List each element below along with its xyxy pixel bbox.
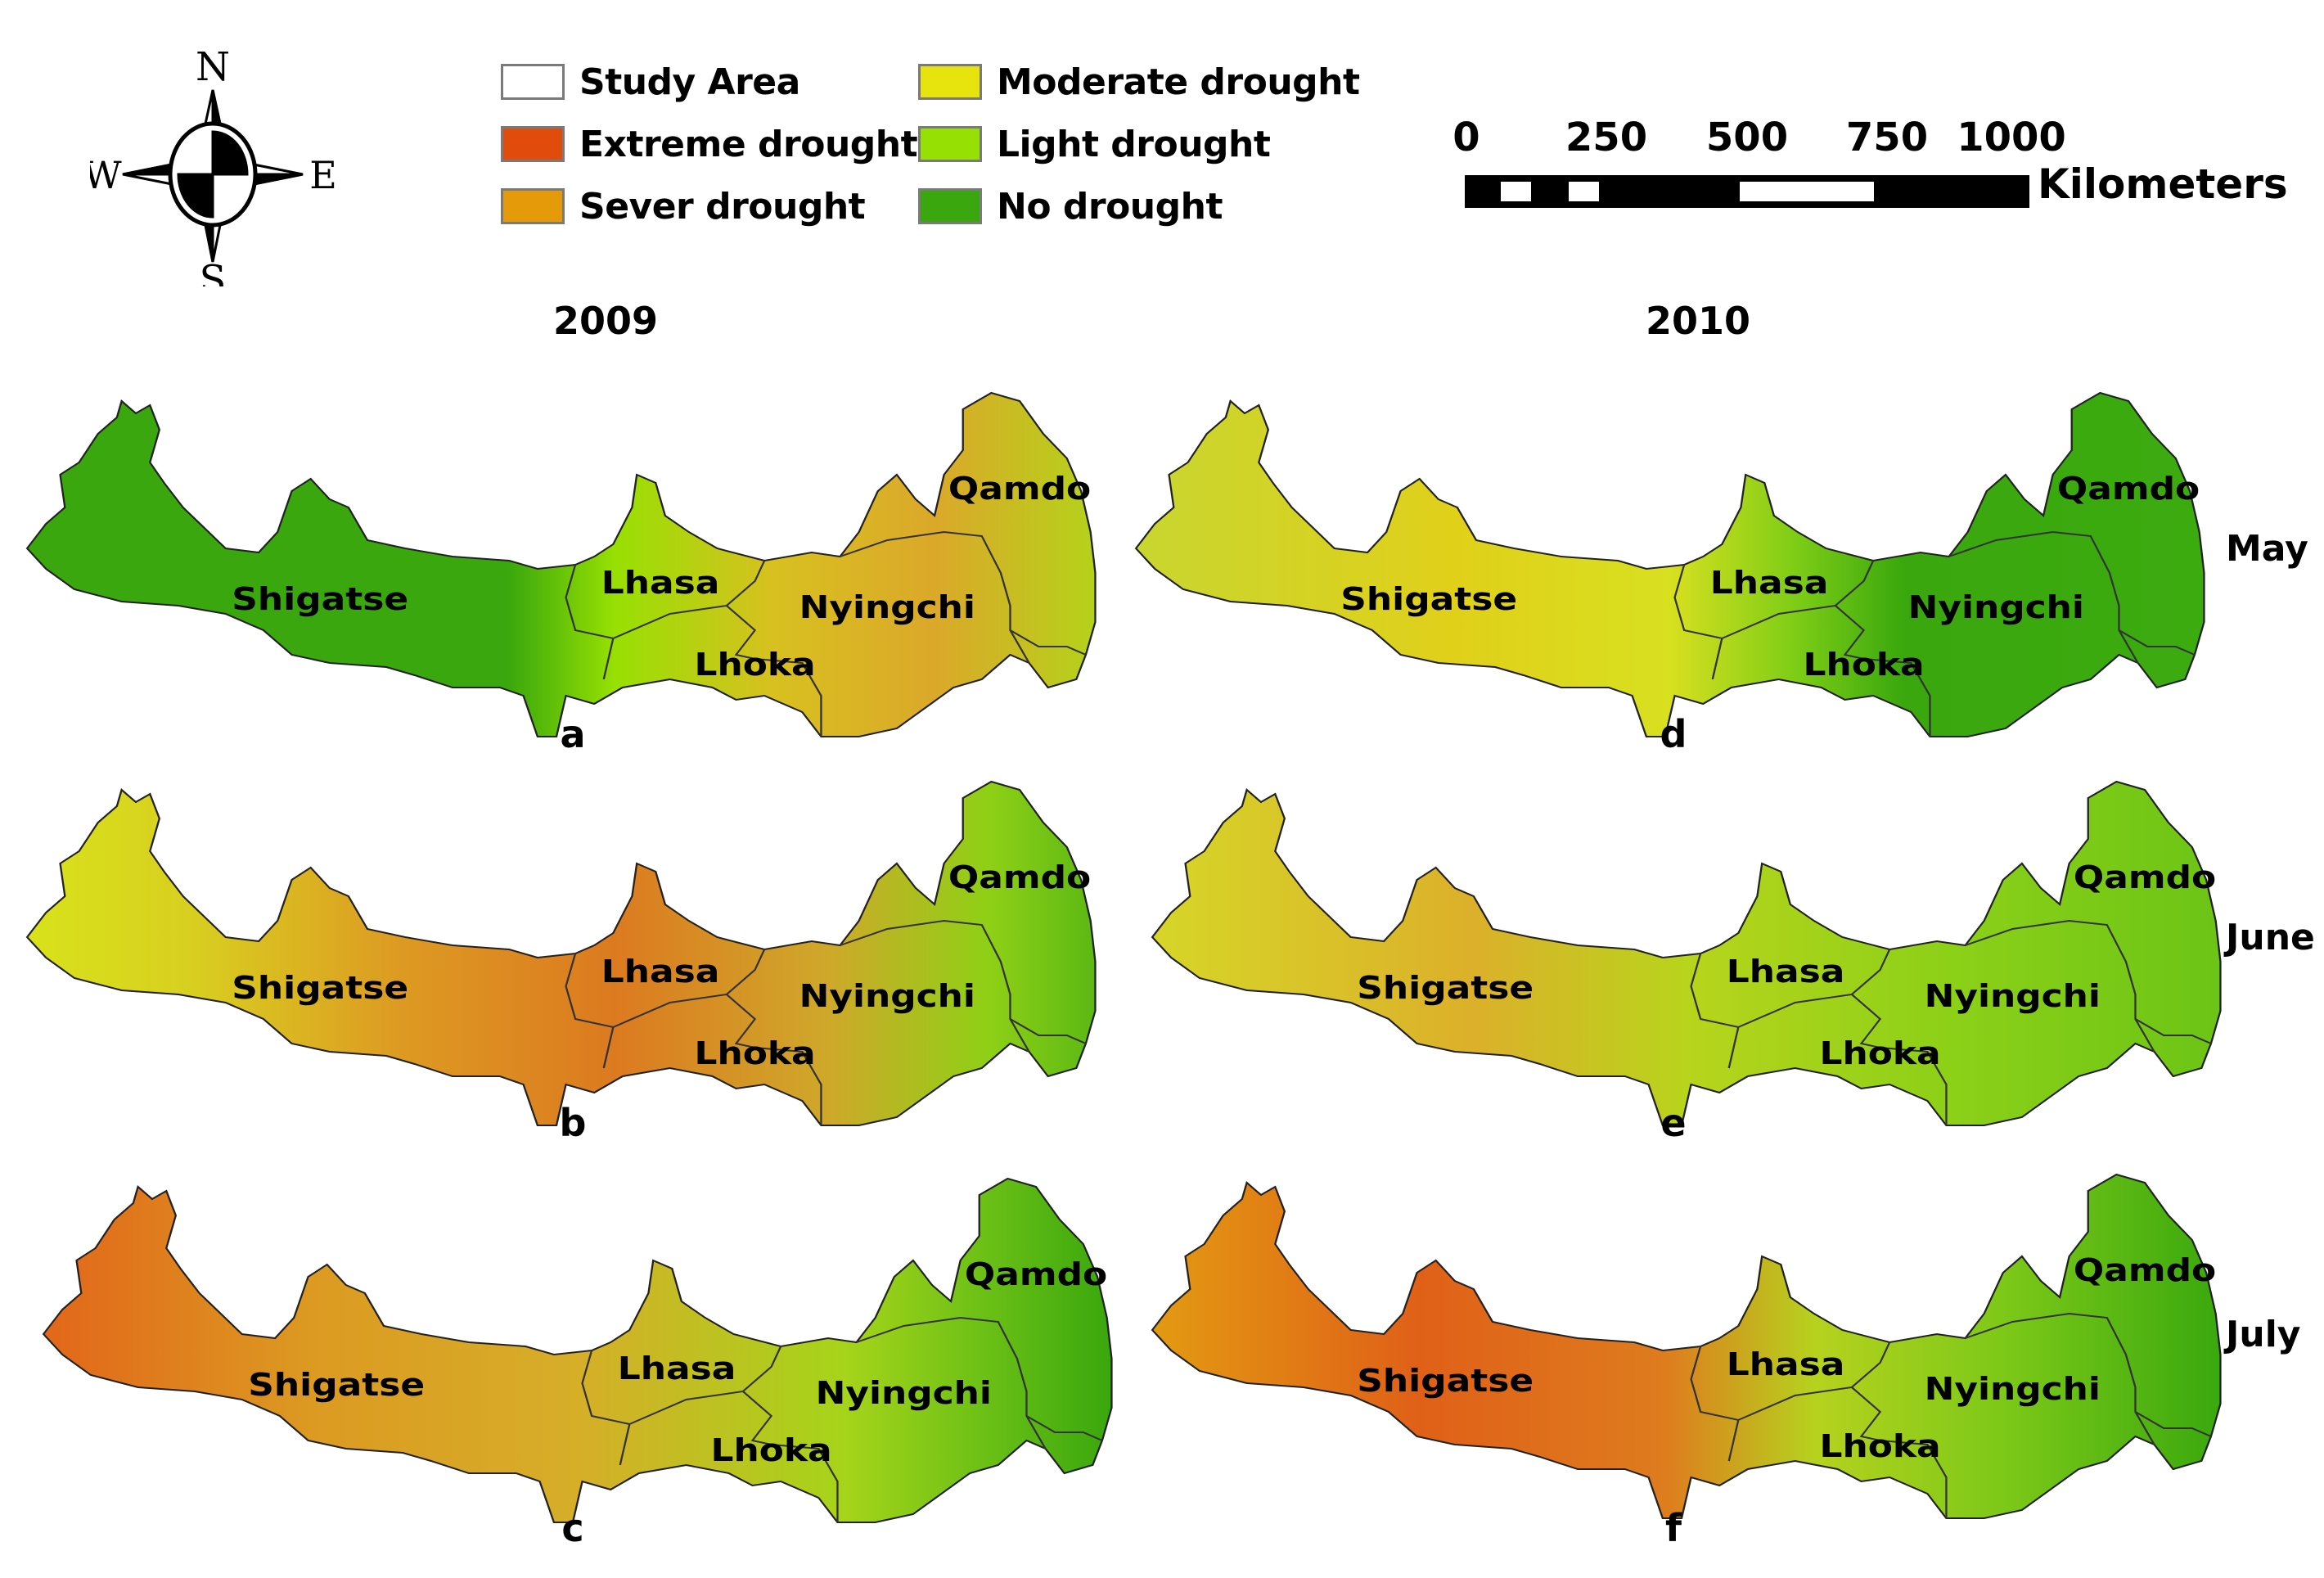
legend-label: Light drought	[997, 123, 1271, 165]
scale-tick-0: 0	[1452, 115, 1480, 160]
legend-label: Moderate drought	[997, 61, 1360, 103]
legend-label: Study Area	[579, 61, 800, 103]
scale-bar-graphic	[1465, 175, 2029, 208]
legend-label: No drought	[997, 185, 1223, 228]
region-label-qamdo: Qamdo	[965, 1256, 1107, 1292]
region-label-lhasa: Lhasa	[618, 1350, 736, 1386]
legend-swatch-moderate-drought	[918, 64, 982, 100]
legend-swatch-extreme-drought	[501, 126, 565, 162]
scale-tick-1000: 1000	[1957, 115, 2066, 160]
svg-text:N: N	[196, 44, 230, 90]
region-label-nyingchi: Nyingchi	[799, 978, 975, 1014]
panel-label-c: c	[561, 1506, 584, 1550]
legend-item-no-drought: No drought	[918, 183, 1223, 229]
legend-swatch-severe-drought	[501, 188, 565, 224]
region-label-nyingchi: Nyingchi	[1925, 978, 2101, 1014]
region-label-lhasa: Lhasa	[601, 954, 720, 990]
scale-tick-250: 250	[1565, 115, 1648, 160]
legend-swatch-no-drought	[918, 188, 982, 224]
column-header-2010: 2010	[1645, 299, 1751, 343]
region-label-lhoka: Lhoka	[1820, 1035, 1941, 1071]
region-label-qamdo: Qamdo	[948, 859, 1091, 895]
legend-item-light-drought: Light drought	[918, 121, 1271, 167]
region-label-nyingchi: Nyingchi	[816, 1375, 992, 1411]
legend-label: Extreme drought	[579, 123, 918, 165]
map-panel-a: Shigatse Lhasa Nyingchi Lhoka Qamdo	[8, 385, 1105, 745]
svg-text:S: S	[200, 257, 227, 286]
panel-label-d: d	[1660, 712, 1687, 756]
map-panel-f: Shigatse Lhasa Nyingchi Lhoka Qamdo	[1133, 1166, 2230, 1526]
legend-item-moderate-drought: Moderate drought	[918, 59, 1360, 105]
north-arrow-compass: N S W E	[83, 25, 336, 303]
compass-rose-icon: N S W E	[83, 44, 336, 303]
region-label-lhoka: Lhoka	[1804, 647, 1925, 683]
region-label-lhasa: Lhasa	[1727, 954, 1845, 990]
panel-label-e: e	[1660, 1101, 1687, 1145]
row-label-may: May	[2226, 528, 2308, 570]
legend-item-study-area: Study Area	[501, 59, 800, 105]
region-label-qamdo: Qamdo	[2057, 471, 2200, 507]
map-panel-c: Shigatse Lhasa Nyingchi Lhoka Qamdo	[25, 1170, 1121, 1531]
region-label-shigatse: Shigatse	[1340, 581, 1517, 617]
region-label-lhoka: Lhoka	[695, 647, 816, 683]
region-label-lhoka: Lhoka	[711, 1432, 832, 1468]
map-panel-e: Shigatse Lhasa Nyingchi Lhoka Qamdo	[1133, 773, 2230, 1134]
region-label-shigatse: Shigatse	[232, 581, 408, 617]
scale-tick-750: 750	[1845, 115, 1929, 160]
region-label-shigatse: Shigatse	[232, 970, 408, 1006]
map-panel-d: Shigatse Lhasa Nyingchi Lhoka Qamdo	[1117, 385, 2214, 745]
region-label-lhasa: Lhasa	[601, 565, 720, 601]
region-label-nyingchi: Nyingchi	[799, 589, 975, 625]
region-label-lhoka: Lhoka	[1820, 1428, 1941, 1464]
legend-swatch-study-area	[501, 64, 565, 100]
region-label-shigatse: Shigatse	[248, 1367, 425, 1403]
panel-label-f: f	[1664, 1506, 1682, 1550]
svg-text:E: E	[309, 153, 336, 197]
region-label-qamdo: Qamdo	[948, 471, 1091, 507]
region-label-lhoka: Lhoka	[695, 1035, 816, 1071]
region-label-shigatse: Shigatse	[1357, 970, 1534, 1006]
row-label-june: June	[2226, 917, 2315, 958]
scale-tick-500: 500	[1705, 115, 1789, 160]
legend-item-extreme-drought: Extreme drought	[501, 121, 918, 167]
svg-text:W: W	[90, 153, 122, 197]
panel-label-a: a	[560, 712, 586, 756]
region-label-nyingchi: Nyingchi	[1925, 1371, 2101, 1407]
scale-unit: Kilometers	[2038, 160, 2288, 208]
map-panel-b: Shigatse Lhasa Nyingchi Lhoka Qamdo	[8, 773, 1105, 1134]
region-label-qamdo: Qamdo	[2074, 859, 2216, 895]
region-label-lhasa: Lhasa	[1727, 1346, 1845, 1382]
legend-swatch-light-drought	[918, 126, 982, 162]
region-label-nyingchi: Nyingchi	[1908, 589, 2084, 625]
region-label-qamdo: Qamdo	[2074, 1252, 2216, 1288]
legend-label: Sever drought	[579, 185, 866, 228]
row-label-july: July	[2226, 1314, 2301, 1355]
region-label-lhasa: Lhasa	[1710, 565, 1829, 601]
region-label-shigatse: Shigatse	[1357, 1363, 1534, 1399]
legend-item-severe-drought: Sever drought	[501, 183, 866, 229]
column-header-2009: 2009	[552, 299, 659, 343]
panel-label-b: b	[559, 1101, 587, 1145]
